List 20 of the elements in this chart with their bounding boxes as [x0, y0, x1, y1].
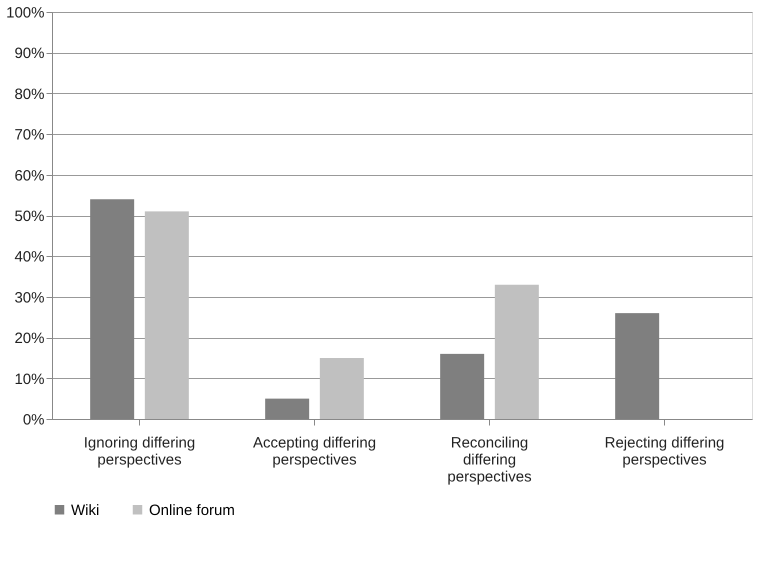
- y-tick-label: 100%: [6, 4, 44, 22]
- y-tick-label: 10%: [14, 370, 44, 388]
- y-tick-label: 0%: [22, 412, 44, 428]
- y-tick-label: 70%: [14, 126, 44, 144]
- y-tick-label: 80%: [14, 86, 44, 103]
- legend-label: Wiki: [71, 502, 100, 519]
- x-tick-label: Ignoring differing perspectives: [84, 434, 196, 468]
- bar: [320, 358, 364, 419]
- y-tick-label: 20%: [14, 330, 44, 348]
- bar: [144, 211, 189, 419]
- x-tick-label: Reconciling differing perspectives: [447, 434, 532, 486]
- x-tick-label: Accepting differing perspectives: [252, 434, 376, 468]
- bar: [494, 284, 539, 419]
- y-tick-label: 50%: [14, 208, 44, 225]
- y-tick-label: 60%: [14, 167, 44, 184]
- y-tick-label: 90%: [14, 45, 44, 62]
- y-tick-label: 40%: [14, 248, 44, 266]
- y-tick-label: 30%: [14, 289, 44, 306]
- x-tick-label: Rejecting differing perspectives: [604, 434, 724, 468]
- legend-label: Online forum: [149, 502, 235, 519]
